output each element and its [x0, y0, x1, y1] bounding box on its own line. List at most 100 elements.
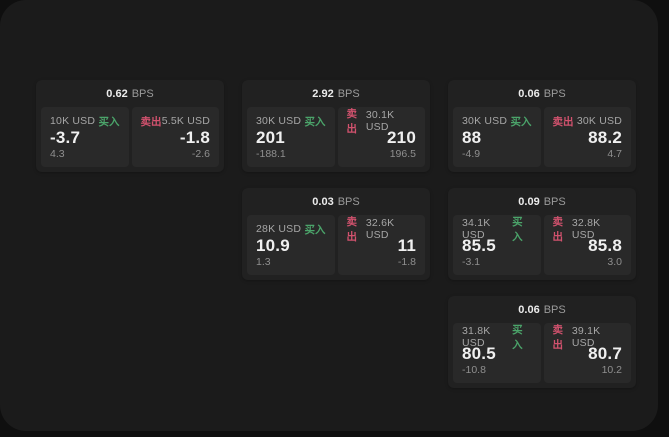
buy-side-label: 买入 [512, 324, 523, 351]
buy-panel[interactable]: 30K USD 买入 201 -188.1 [247, 107, 335, 167]
sell-delta: 4.7 [607, 148, 622, 160]
buy-panel-top: 30K USD 买入 [256, 114, 326, 128]
buy-delta: -10.8 [462, 364, 486, 376]
buy-price: 85.5 [462, 236, 496, 255]
quote-panels: 28K USD 买入 10.9 1.3 卖出 32.6K USD 11 -1.8 [242, 213, 430, 280]
sell-price: 11 [397, 236, 416, 255]
buy-panel-top: 30K USD 买入 [462, 114, 532, 128]
bps-unit-label: BPS [543, 303, 566, 316]
buy-delta: 4.3 [50, 148, 65, 160]
card-header: 0.06 BPS [448, 80, 636, 105]
sell-panel[interactable]: 卖出 5.5K USD -1.8 -2.6 [131, 107, 219, 167]
card-header: 2.92 BPS [242, 80, 430, 105]
bps-unit-label: BPS [543, 87, 566, 100]
buy-delta: -4.9 [462, 148, 481, 160]
buy-panel[interactable]: 10K USD 买入 -3.7 4.3 [41, 107, 129, 167]
quote-card: 0.09 BPS 34.1K USD 买入 85.5 -3.1 卖出 32.8K… [448, 188, 636, 280]
sell-notional: 32.8K USD [571, 217, 601, 241]
buy-notional: 34.1K USD [462, 217, 491, 241]
buy-side-label: 买入 [98, 115, 120, 128]
buy-delta: -3.1 [462, 256, 481, 268]
buy-delta: 1.3 [256, 256, 271, 268]
sell-panel[interactable]: 卖出 32.6K USD 11 -1.8 [337, 215, 425, 275]
buy-panel-top: 28K USD 买入 [256, 222, 326, 236]
sell-side-label: 卖出 [346, 108, 358, 135]
buy-panel-top: 10K USD 买入 [50, 114, 120, 128]
bps-unit-label: BPS [543, 195, 566, 208]
buy-price: 10.9 [256, 236, 290, 255]
sell-panel-top: 卖出 5.5K USD [141, 114, 211, 128]
bps-value: 0.09 [518, 195, 540, 208]
quote-panels: 31.8K USD 买入 80.5 -10.8 卖出 39.1K USD 80.… [448, 321, 636, 388]
buy-side-label: 买入 [304, 223, 326, 236]
sell-side-label: 卖出 [552, 324, 564, 351]
buy-notional: 31.8K USD [462, 325, 491, 349]
buy-price: -3.7 [50, 128, 81, 147]
sell-delta: 10.2 [601, 364, 622, 376]
buy-panel[interactable]: 30K USD 买入 88 -4.9 [453, 107, 541, 167]
sell-price: 80.7 [588, 344, 622, 363]
sell-panel[interactable]: 卖出 30.1K USD 210 196.5 [337, 107, 425, 167]
card-header: 0.03 BPS [242, 188, 430, 213]
quote-card: 0.06 BPS 30K USD 买入 88 -4.9 卖出 30K USD 8… [448, 80, 636, 172]
buy-side-label: 买入 [512, 216, 523, 243]
sell-notional: 30K USD [576, 115, 622, 127]
sell-side-label: 卖出 [552, 216, 564, 243]
sell-side-label: 卖出 [552, 115, 574, 128]
bps-value: 0.03 [312, 195, 334, 208]
quote-panels: 34.1K USD 买入 85.5 -3.1 卖出 32.8K USD 85.8… [448, 213, 636, 280]
quote-panels: 30K USD 买入 88 -4.9 卖出 30K USD 88.2 4.7 [448, 105, 636, 172]
sell-delta: 196.5 [389, 148, 416, 160]
card-header: 0.09 BPS [448, 188, 636, 213]
sell-panel-top: 卖出 32.8K USD [553, 216, 623, 243]
sell-price: 88.2 [588, 128, 622, 147]
buy-delta: -188.1 [256, 148, 286, 160]
sell-delta: 3.0 [607, 256, 622, 268]
buy-panel[interactable]: 31.8K USD 买入 80.5 -10.8 [453, 323, 541, 383]
sell-panel-top: 卖出 39.1K USD [553, 324, 623, 351]
sell-panel-top: 卖出 30K USD [553, 114, 623, 128]
sell-price: 85.8 [588, 236, 622, 255]
sell-panel[interactable]: 卖出 30K USD 88.2 4.7 [543, 107, 631, 167]
sell-notional: 39.1K USD [571, 325, 601, 349]
sell-panel[interactable]: 卖出 32.8K USD 85.8 3.0 [543, 215, 631, 275]
quote-panels: 30K USD 买入 201 -188.1 卖出 30.1K USD 210 1… [242, 105, 430, 172]
buy-price: 201 [256, 128, 285, 147]
quote-card: 0.62 BPS 10K USD 买入 -3.7 4.3 卖出 5.5K USD… [36, 80, 224, 172]
sell-panel-top: 卖出 32.6K USD [347, 216, 417, 243]
sell-notional: 32.6K USD [365, 217, 395, 241]
card-header: 0.06 BPS [448, 296, 636, 321]
sell-delta: -1.8 [397, 256, 416, 268]
sell-side-label: 卖出 [346, 216, 358, 243]
quote-card: 0.03 BPS 28K USD 买入 10.9 1.3 卖出 32.6K US… [242, 188, 430, 280]
buy-notional: 30K USD [462, 115, 508, 127]
buy-panel[interactable]: 28K USD 买入 10.9 1.3 [247, 215, 335, 275]
sell-notional: 30.1K USD [365, 109, 395, 133]
bps-value: 0.06 [518, 303, 540, 316]
buy-panel[interactable]: 34.1K USD 买入 85.5 -3.1 [453, 215, 541, 275]
quote-panels: 10K USD 买入 -3.7 4.3 卖出 5.5K USD -1.8 -2.… [36, 105, 224, 172]
bps-value: 0.62 [106, 87, 128, 100]
buy-price: 80.5 [462, 344, 496, 363]
quote-grid: 0.62 BPS 10K USD 买入 -3.7 4.3 卖出 5.5K USD… [36, 80, 636, 388]
buy-side-label: 买入 [510, 115, 532, 128]
sell-price: -1.8 [179, 128, 210, 147]
buy-notional: 30K USD [256, 115, 302, 127]
sell-panel[interactable]: 卖出 39.1K USD 80.7 10.2 [543, 323, 631, 383]
quote-card: 0.06 BPS 31.8K USD 买入 80.5 -10.8 卖出 39.1… [448, 296, 636, 388]
sell-panel-top: 卖出 30.1K USD [347, 108, 417, 135]
buy-notional: 10K USD [50, 115, 96, 127]
buy-side-label: 买入 [304, 115, 326, 128]
sell-side-label: 卖出 [140, 115, 162, 128]
bps-unit-label: BPS [337, 195, 360, 208]
quote-card: 2.92 BPS 30K USD 买入 201 -188.1 卖出 30.1K … [242, 80, 430, 172]
sell-delta: -2.6 [191, 148, 210, 160]
bps-unit-label: BPS [131, 87, 154, 100]
buy-price: 88 [462, 128, 482, 147]
buy-panel-top: 34.1K USD 买入 [462, 216, 532, 243]
sell-price: 210 [387, 128, 416, 147]
bps-unit-label: BPS [337, 87, 360, 100]
bps-value: 0.06 [518, 87, 540, 100]
sell-notional: 5.5K USD [161, 115, 210, 127]
buy-panel-top: 31.8K USD 买入 [462, 324, 532, 351]
